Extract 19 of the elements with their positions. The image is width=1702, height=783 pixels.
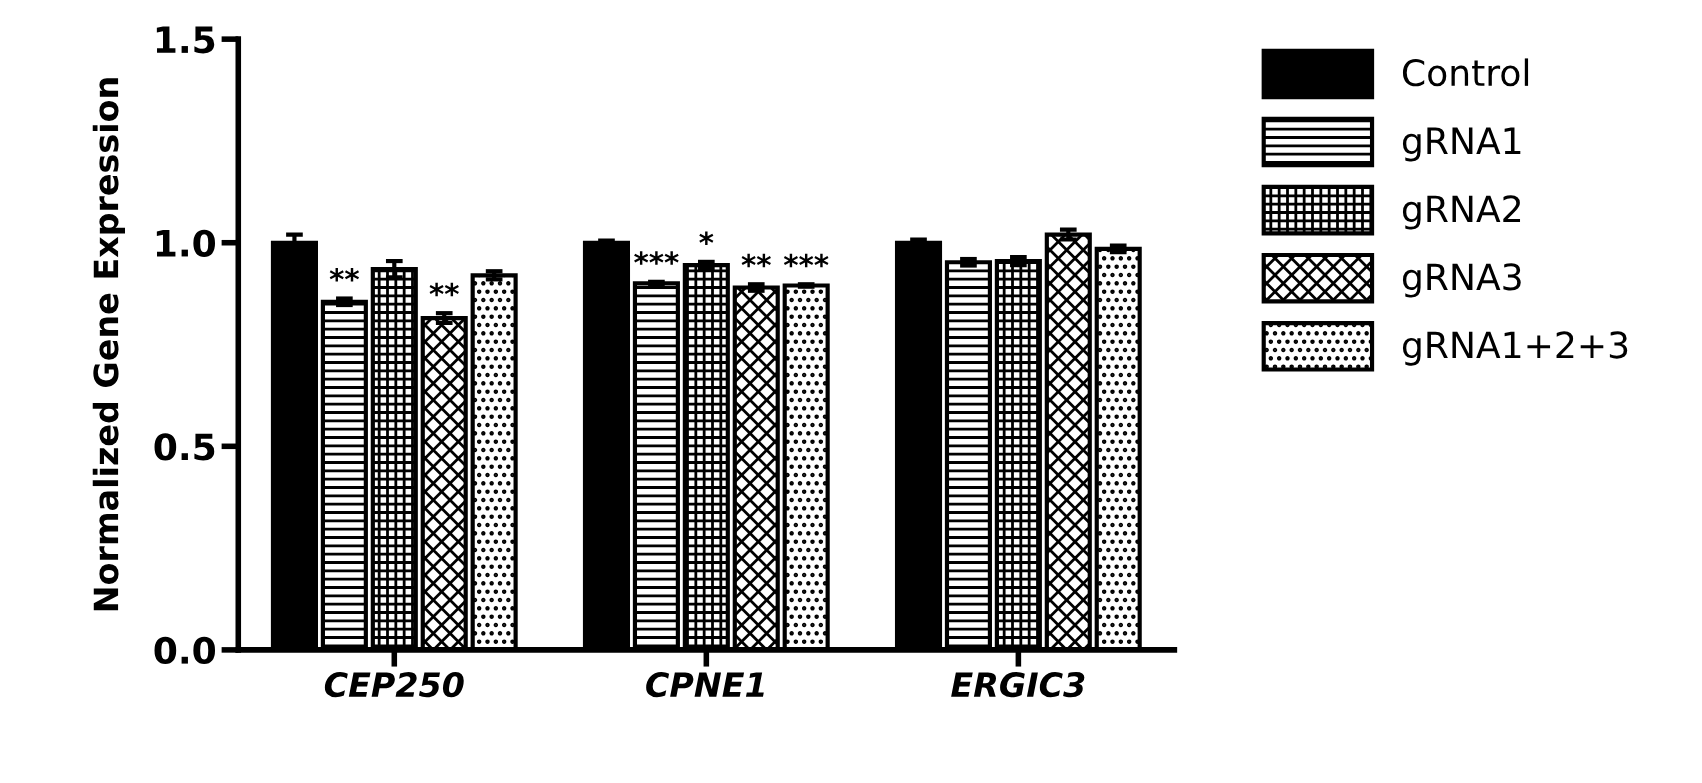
y-tick-label: 1.0 [156,229,216,257]
data-label: *** [783,253,829,268]
x-tick-label: CEP250 [324,672,464,698]
y-axis-title: Normalized Gene Expression [92,78,126,611]
legend-label: gRNA1+2+3 [1402,331,1628,366]
data-label: * [699,231,714,245]
data-label: ** [329,268,360,282]
data-label: *** [634,251,679,265]
legend-label: Control [1402,58,1529,87]
legend-label: gRNA2 [1402,195,1521,230]
x-tick-label: CPNE1 [646,672,764,698]
y-tick-label: 1.5 [156,26,215,54]
y-tick-label: 0.0 [154,636,216,665]
legend-label: gRNA1 [1402,127,1521,162]
y-tick-label: 0.5 [154,433,215,461]
x-tick-label: ERGIC3 [951,672,1085,698]
data-label: ** [429,282,459,297]
data-label: ** [741,253,771,268]
legend-label: gRNA3 [1402,263,1521,298]
